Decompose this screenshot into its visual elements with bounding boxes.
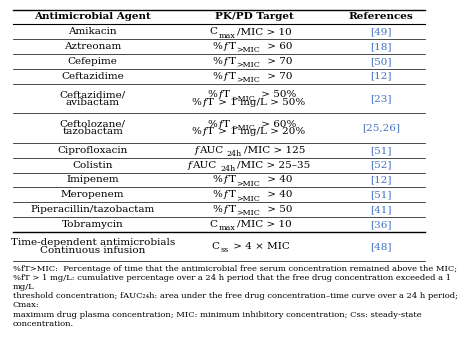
Text: Ceftolozane/: Ceftolozane/: [60, 120, 126, 129]
Text: Meropenem: Meropenem: [61, 190, 125, 199]
Text: [12]: [12]: [370, 175, 392, 184]
Text: max: max: [218, 224, 235, 232]
Text: > 4 × MIC: > 4 × MIC: [229, 242, 290, 251]
Text: Cefepime: Cefepime: [68, 57, 118, 66]
Text: C: C: [209, 220, 217, 229]
Text: > 50%: > 50%: [258, 90, 296, 99]
Text: f: f: [219, 90, 222, 99]
Text: [50]: [50]: [370, 57, 392, 66]
Text: C: C: [211, 242, 219, 251]
Text: >MIC: >MIC: [237, 46, 260, 54]
Text: 24h: 24h: [227, 150, 242, 158]
Text: > 70: > 70: [264, 72, 292, 81]
Text: [36]: [36]: [370, 220, 392, 229]
Text: >MIC: >MIC: [237, 76, 260, 84]
Text: [51]: [51]: [370, 146, 392, 155]
Text: Aztreonam: Aztreonam: [64, 42, 121, 51]
Text: >MIC: >MIC: [237, 61, 260, 69]
Text: f: f: [202, 127, 206, 136]
Text: %: %: [207, 120, 217, 129]
Text: f: f: [224, 175, 228, 184]
Text: %: %: [213, 42, 223, 51]
Text: %: %: [213, 72, 223, 81]
Text: %: %: [191, 98, 201, 107]
Text: References: References: [348, 12, 413, 21]
Text: /MIC > 10: /MIC > 10: [237, 27, 292, 36]
Text: [25,26]: [25,26]: [362, 124, 400, 133]
Text: T: T: [228, 175, 236, 184]
Text: f: f: [202, 98, 206, 107]
Text: Imipenem: Imipenem: [66, 175, 119, 184]
Text: %: %: [213, 175, 223, 184]
Text: T: T: [223, 120, 230, 129]
Text: T: T: [228, 42, 236, 51]
Text: T: T: [228, 57, 236, 66]
Text: max: max: [218, 31, 235, 40]
Text: > 70: > 70: [264, 57, 292, 66]
Text: >MIC: >MIC: [237, 195, 260, 203]
Text: >MIC: >MIC: [231, 124, 255, 132]
Text: ss: ss: [220, 246, 228, 255]
Text: [48]: [48]: [370, 242, 392, 251]
Text: AUC: AUC: [192, 161, 217, 170]
Text: > 1 mg/L > 50%: > 1 mg/L > 50%: [215, 98, 305, 107]
Text: T: T: [223, 90, 230, 99]
Text: 24h: 24h: [220, 165, 235, 173]
Text: %: %: [213, 57, 223, 66]
Text: %: %: [207, 90, 217, 99]
Text: >MIC: >MIC: [231, 94, 255, 103]
Text: C: C: [209, 27, 217, 36]
Text: /MIC > 25–35: /MIC > 25–35: [237, 161, 311, 170]
Text: [52]: [52]: [370, 161, 392, 170]
Text: f: f: [224, 57, 228, 66]
Text: Ciprofloxacin: Ciprofloxacin: [57, 146, 128, 155]
Text: Antimicrobial Agent: Antimicrobial Agent: [34, 12, 151, 21]
Text: Colistin: Colistin: [73, 161, 113, 170]
Text: %: %: [213, 205, 223, 214]
Text: AUC: AUC: [199, 146, 223, 155]
Text: f: f: [188, 161, 191, 170]
Text: T: T: [228, 190, 236, 199]
Text: Tobramycin: Tobramycin: [62, 220, 124, 229]
Text: [18]: [18]: [370, 42, 392, 51]
Text: /MIC > 10: /MIC > 10: [237, 220, 292, 229]
Text: [41]: [41]: [370, 205, 392, 214]
Text: Time-dependent antimicrobials: Time-dependent antimicrobials: [10, 238, 175, 247]
Text: f: f: [219, 120, 222, 129]
Text: > 50: > 50: [264, 205, 292, 214]
Text: [23]: [23]: [370, 94, 392, 103]
Text: %: %: [213, 190, 223, 199]
Text: [51]: [51]: [370, 190, 392, 199]
Text: [12]: [12]: [370, 72, 392, 81]
Text: f: f: [224, 42, 228, 51]
Text: f: f: [224, 72, 228, 81]
Text: T: T: [207, 98, 214, 107]
Text: > 60%: > 60%: [258, 120, 296, 129]
Text: f: f: [195, 146, 199, 155]
Text: f: f: [224, 205, 228, 214]
Text: %: %: [191, 127, 201, 136]
Text: avibactam: avibactam: [66, 98, 120, 107]
Text: PK/PD Target: PK/PD Target: [215, 12, 294, 21]
Text: %fT>MIC:  Percentage of time that the antimicrobial free serum concentration rem: %fT>MIC: Percentage of time that the ant…: [13, 265, 458, 328]
Text: > 60: > 60: [264, 42, 292, 51]
Text: > 40: > 40: [264, 175, 292, 184]
Text: > 1 mg/L > 20%: > 1 mg/L > 20%: [215, 127, 305, 136]
Text: Piperacillin/tazobactam: Piperacillin/tazobactam: [31, 205, 155, 214]
Text: f: f: [224, 190, 228, 199]
Text: Continuous infusion: Continuous infusion: [40, 246, 146, 255]
Text: T: T: [228, 72, 236, 81]
Text: /MIC > 125: /MIC > 125: [244, 146, 306, 155]
Text: T: T: [228, 205, 236, 214]
Text: Ceftazidime: Ceftazidime: [61, 72, 124, 81]
Text: >MIC: >MIC: [237, 180, 260, 188]
Text: > 40: > 40: [264, 190, 292, 199]
Text: >MIC: >MIC: [237, 209, 260, 217]
Text: T: T: [207, 127, 214, 136]
Text: [49]: [49]: [370, 27, 392, 36]
Text: Amikacin: Amikacin: [68, 27, 117, 36]
Text: Ceftazidime/: Ceftazidime/: [60, 90, 126, 99]
Text: tazobactam: tazobactam: [62, 127, 123, 136]
